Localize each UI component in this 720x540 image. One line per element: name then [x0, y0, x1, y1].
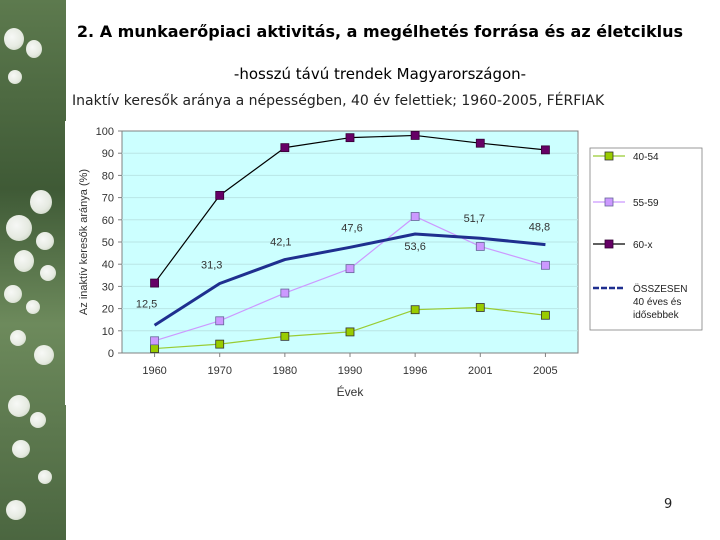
y-tick-label: 10: [102, 326, 114, 338]
data-point: [475, 303, 485, 312]
legend-label: 60-x: [633, 240, 652, 251]
data-point: [280, 143, 290, 153]
x-tick-label: 2001: [468, 365, 492, 377]
legend-label: 40-54: [633, 152, 659, 163]
slide-title: 2. A munkaerőpiaci aktivitás, a megélhet…: [76, 22, 684, 41]
y-tick-label: 20: [102, 304, 114, 316]
y-tick-label: 70: [102, 193, 114, 205]
data-point: [475, 138, 485, 148]
legend-marker: [604, 151, 614, 161]
data-point: [475, 242, 485, 251]
data-point: [410, 212, 420, 221]
data-point: [215, 316, 225, 326]
x-axis-title: Évek: [337, 384, 365, 399]
x-tick-label: 1970: [207, 365, 231, 377]
x-tick-label: 1990: [338, 365, 362, 377]
legend-label: idősebbek: [633, 310, 680, 321]
series-line-3: [153, 232, 546, 327]
data-label: 31,3: [201, 260, 222, 272]
data-label: 12,5: [136, 298, 157, 310]
y-axis-title: Az inaktív keresők aránya (%): [78, 169, 90, 315]
y-tick-label: 60: [102, 215, 114, 227]
data-label: 48,8: [529, 222, 550, 234]
x-tick-label: 1980: [273, 365, 297, 377]
data-point: [150, 336, 159, 346]
page-number: 9: [664, 497, 673, 512]
data-point: [345, 133, 355, 143]
data-point: [410, 131, 420, 140]
data-label: 53,6: [404, 241, 425, 253]
data-label: 47,6: [341, 222, 362, 234]
legend-marker: [604, 197, 614, 207]
x-tick-label: 1996: [403, 365, 427, 377]
data-point: [345, 264, 355, 274]
data-point: [280, 288, 290, 298]
y-tick-label: 30: [102, 281, 114, 293]
data-point: [541, 145, 550, 155]
legend-label: ÖSSZESEN: [633, 283, 687, 295]
decorative-flower-photo: [0, 0, 66, 540]
data-point: [345, 327, 355, 337]
data-point: [541, 260, 550, 270]
slide-subtitle: -hosszú távú trendek Magyarországon-: [233, 65, 527, 83]
y-tick-label: 100: [96, 126, 114, 138]
data-point: [410, 305, 420, 315]
legend-box: [589, 147, 703, 331]
data-label: 51,7: [464, 213, 485, 225]
data-label: 42,1: [270, 237, 291, 249]
x-tick-label: 1960: [142, 365, 166, 377]
y-tick-label: 80: [102, 170, 114, 182]
data-point: [150, 344, 159, 353]
y-tick-label: 0: [108, 348, 114, 360]
data-point: [541, 310, 550, 320]
data-point: [215, 190, 225, 200]
legend-label: 55-59: [633, 198, 659, 209]
chart-title: Inaktív keresők aránya a népességben, 40…: [72, 93, 605, 109]
data-point: [215, 339, 225, 349]
data-point: [150, 278, 159, 288]
y-tick-label: 40: [102, 259, 114, 271]
x-tick-label: 2005: [533, 365, 557, 377]
y-tick-label: 50: [102, 237, 114, 249]
legend-marker: [604, 239, 614, 249]
y-tick-label: 90: [102, 148, 114, 160]
data-point: [280, 331, 290, 341]
legend-label: 40 éves és: [633, 297, 681, 308]
